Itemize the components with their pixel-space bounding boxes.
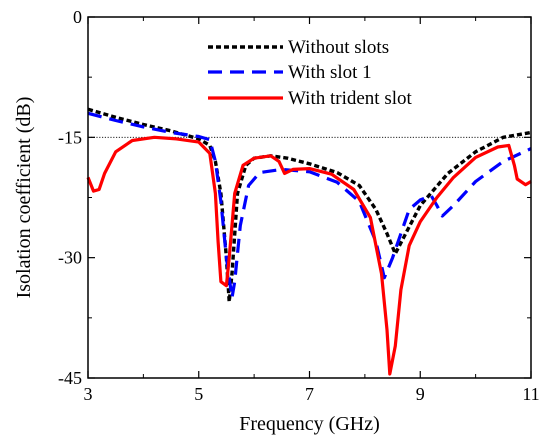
series-line-3 (86, 135, 532, 376)
y-tick-label: -15 (58, 127, 82, 147)
x-tick-label: 3 (84, 384, 93, 404)
y-tick-label: 0 (73, 7, 82, 27)
series-layer (86, 107, 532, 376)
y-axis-title: Isolation coefficient (dB) (13, 97, 35, 299)
legend-label-2: With slot 1 (288, 62, 372, 83)
x-tick-label: 11 (522, 384, 539, 404)
legend-label-3: With trident slot (288, 88, 412, 109)
y-tick-label: -45 (58, 368, 82, 388)
x-tick-label: 7 (305, 384, 314, 404)
x-tick-label: 5 (194, 384, 203, 404)
axes: 3 5 7 9 11 0 -15 -30 -45 (58, 7, 539, 404)
y-tick-label: -30 (58, 248, 82, 268)
x-axis-title: Frequency (GHz) (239, 413, 380, 435)
legend: Without slots With slot 1 With trident slo… (208, 37, 412, 109)
x-tick-label: 9 (416, 384, 425, 404)
legend-label-1: Without slots (288, 37, 389, 58)
series-line-2 (87, 111, 532, 300)
